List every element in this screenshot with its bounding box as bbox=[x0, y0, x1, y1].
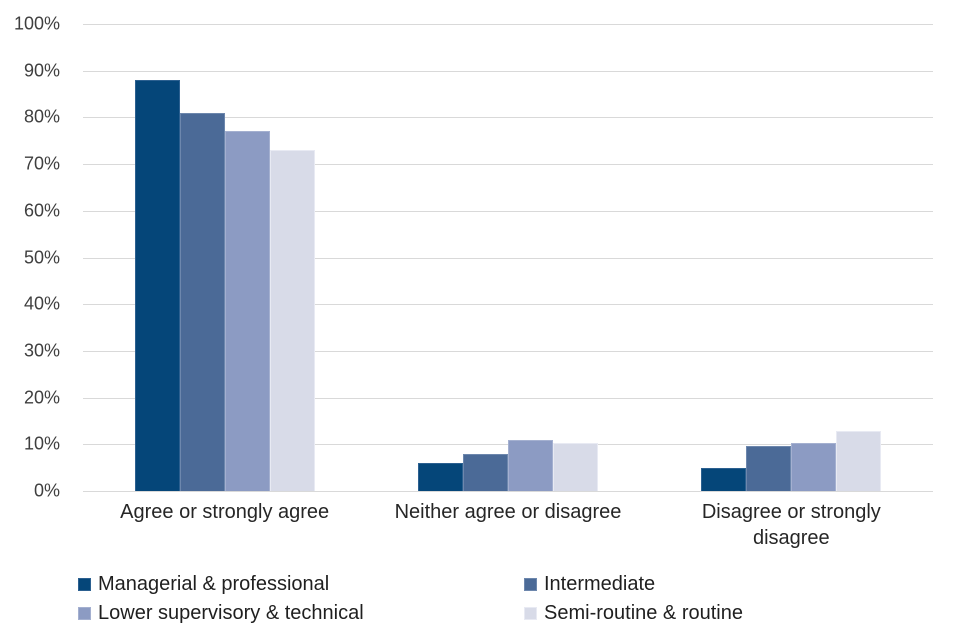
legend-label: Semi-routine & routine bbox=[544, 601, 743, 624]
gridline bbox=[83, 210, 933, 212]
bar bbox=[179, 112, 225, 491]
bar bbox=[791, 442, 837, 491]
gridline bbox=[83, 304, 933, 306]
category-label: Neither agree or disagree bbox=[366, 499, 649, 551]
bar bbox=[462, 453, 508, 491]
legend-label: Managerial & professional bbox=[98, 572, 330, 595]
gridline bbox=[83, 164, 933, 166]
legend-item: Intermediate bbox=[524, 571, 743, 597]
bar-group bbox=[83, 24, 366, 491]
gridline bbox=[83, 24, 933, 25]
legend-item: Managerial & professional bbox=[78, 571, 524, 597]
bar-group bbox=[650, 24, 933, 491]
y-tick-label: 50% bbox=[23, 247, 60, 267]
category-label-text: Neither agree or disagree bbox=[394, 501, 622, 523]
legend-item: Lower supervisory & technical bbox=[78, 600, 524, 626]
y-tick-label: 30% bbox=[23, 340, 60, 361]
bar-group bbox=[366, 24, 649, 491]
bar bbox=[701, 467, 747, 491]
legend-label: Intermediate bbox=[544, 572, 656, 595]
category-label-text: Disagree or strongly disagree bbox=[701, 501, 881, 549]
bar bbox=[746, 445, 792, 491]
bar bbox=[552, 442, 598, 491]
gridline bbox=[83, 70, 933, 72]
plot-area bbox=[83, 24, 933, 492]
y-axis: 0% 10% 20% 30% 40% 50% 60% 70% 80% 90% 100% bbox=[0, 14, 60, 501]
y-tick-label: 70% bbox=[23, 153, 60, 174]
bar bbox=[134, 80, 180, 491]
gridline bbox=[83, 117, 933, 119]
legend-marker-icon bbox=[78, 606, 91, 620]
y-tick-label: 90% bbox=[23, 60, 60, 81]
legend: Managerial & professional Intermediate Low… bbox=[78, 571, 743, 626]
gridline bbox=[83, 397, 933, 399]
y-tick-label: 60% bbox=[23, 200, 60, 221]
y-tick-label: 100% bbox=[13, 13, 60, 34]
legend-marker-icon bbox=[78, 577, 91, 591]
legend-label: Lower supervisory & technical bbox=[98, 601, 364, 624]
legend-marker-icon bbox=[524, 606, 537, 620]
y-tick-label: 10% bbox=[23, 433, 60, 454]
legend-marker-icon bbox=[524, 577, 537, 591]
y-tick-label: 40% bbox=[23, 293, 60, 314]
category-label-text: Agree or strongly agree bbox=[120, 501, 330, 523]
gridline bbox=[83, 257, 933, 259]
gridline bbox=[83, 350, 933, 352]
bar bbox=[224, 131, 270, 491]
bar bbox=[507, 440, 553, 491]
bar bbox=[836, 431, 882, 491]
bar bbox=[269, 150, 315, 491]
y-tick-label: 80% bbox=[23, 106, 60, 127]
x-axis: Agree or strongly agree Neither agree or … bbox=[83, 499, 933, 551]
y-tick-label: 0% bbox=[33, 480, 60, 501]
category-label: Disagree or strongly disagree bbox=[650, 499, 933, 551]
y-tick-label: 20% bbox=[23, 387, 60, 408]
bar bbox=[417, 462, 463, 491]
legend-item: Semi-routine & routine bbox=[524, 600, 743, 626]
gridline bbox=[83, 491, 933, 492]
category-label: Agree or strongly agree bbox=[83, 499, 366, 551]
